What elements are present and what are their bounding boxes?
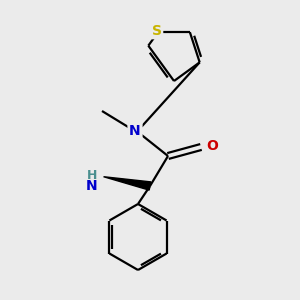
Text: O: O	[206, 139, 218, 152]
Text: S: S	[152, 24, 162, 38]
Text: N: N	[129, 124, 141, 137]
Polygon shape	[103, 177, 151, 190]
Text: H: H	[87, 169, 98, 182]
Text: N: N	[86, 179, 98, 193]
